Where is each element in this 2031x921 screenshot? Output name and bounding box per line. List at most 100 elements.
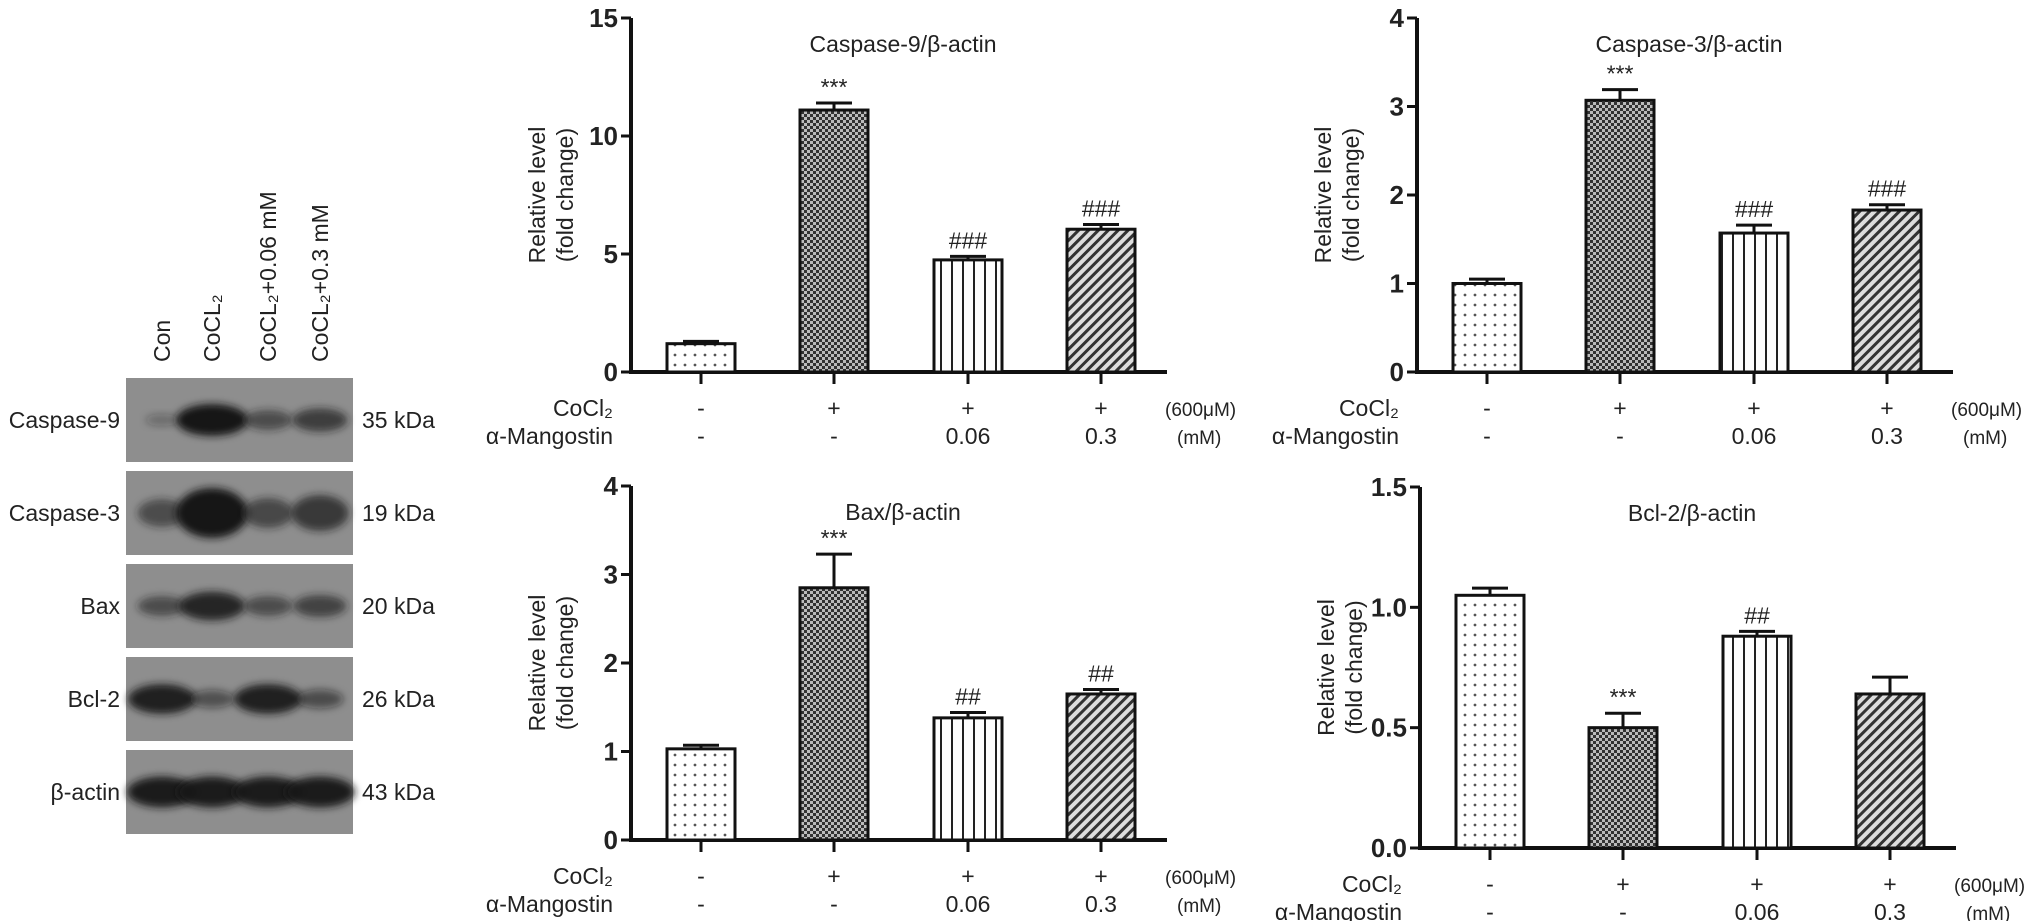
significance-label: ***: [821, 74, 848, 100]
mangostin-value: 0.3: [1871, 423, 1903, 449]
cocl2-value: +: [827, 863, 840, 889]
cocl2-value: +: [1613, 395, 1626, 421]
significance-label: ***: [821, 525, 848, 551]
significance-label: ###: [1868, 176, 1907, 202]
blot-band: [145, 414, 179, 426]
chart-title: Caspase-3/β-actin: [1595, 31, 1782, 57]
significance-label: ##: [1088, 661, 1114, 687]
cocl2-value: -: [697, 395, 705, 421]
bar-chart: Caspase-9/β-actin Relative level (fold cha…: [486, 3, 1236, 449]
cocl2-value: +: [1883, 871, 1896, 897]
mangostin-value: -: [1616, 423, 1624, 449]
cocl2-value: +: [961, 395, 974, 421]
cocl2-value: +: [1616, 871, 1629, 897]
bar-chart: Caspase-3/β-actin Relative level (fold cha…: [1272, 3, 2022, 449]
mangostin-value: -: [697, 423, 705, 449]
size-label: 43 kDa: [362, 779, 435, 805]
mangostin-value: -: [1486, 899, 1494, 921]
size-label: 26 kDa: [362, 686, 435, 712]
bar: [1454, 593, 1526, 850]
blot-band: [243, 410, 293, 430]
y-axis-label: (fold change): [552, 128, 578, 262]
y-axis-label: (fold change): [1338, 128, 1364, 262]
blot-row: Caspase-3 19 kDa: [9, 471, 435, 555]
cocl2-unit: (600μM): [1951, 400, 2022, 421]
significance-label: ##: [955, 684, 981, 710]
bar: [1584, 98, 1656, 374]
y-tick-label: 2: [604, 648, 618, 678]
mangostin-label: α-Mangostin: [486, 891, 613, 917]
bar: [1854, 692, 1926, 850]
blot-band: [285, 776, 355, 808]
cocl2-value: +: [827, 395, 840, 421]
protein-label: Caspase-3: [9, 500, 120, 526]
blot-band: [233, 776, 303, 808]
significance-label: ###: [1082, 196, 1121, 222]
bar: [932, 716, 1004, 842]
cocl2-label: CoCl₂: [1342, 871, 1402, 897]
bar: [798, 108, 870, 374]
lane-label: CoCL₂+0.06 mM: [255, 191, 281, 362]
bar: [1065, 692, 1137, 842]
bar: [1065, 227, 1137, 374]
mangostin-unit: (mM): [1966, 904, 2010, 921]
lane-label: CoCL₂: [199, 294, 225, 362]
bar: [665, 747, 737, 842]
y-tick-label: 3: [1390, 92, 1404, 122]
mangostin-value: -: [830, 891, 838, 917]
cocl2-label: CoCl₂: [553, 395, 613, 421]
bar: [1587, 726, 1659, 850]
y-tick-label: 1.5: [1371, 472, 1407, 502]
cocl2-value: +: [1747, 395, 1760, 421]
blot-band: [137, 499, 187, 527]
blot-band: [128, 684, 196, 714]
mangostin-value: -: [1619, 899, 1627, 921]
y-axis-label: Relative level: [524, 595, 550, 732]
blot-band: [293, 594, 347, 618]
mangostin-value: 0.3: [1085, 891, 1117, 917]
cocl2-label: CoCl₂: [1339, 395, 1399, 421]
blot-row: Bcl-2 26 kDa: [68, 657, 435, 741]
y-tick-label: 0.0: [1371, 833, 1407, 863]
mangostin-label: α-Mangostin: [1275, 899, 1402, 921]
mangostin-value: -: [697, 891, 705, 917]
cocl2-value: -: [697, 863, 705, 889]
lane-label: CoCL₂+0.3 mM: [307, 204, 333, 362]
cocl2-unit: (600μM): [1165, 400, 1236, 421]
y-tick-label: 1: [1390, 269, 1404, 299]
mangostin-value: 0.06: [946, 423, 991, 449]
protein-label: Bax: [80, 593, 120, 619]
cocl2-unit: (600μM): [1165, 868, 1236, 889]
western-blot: Con CoCL₂ CoCL₂+0.06 mM CoCL₂+0.3 mM Caspase…: [9, 191, 435, 834]
blot-band: [292, 408, 348, 432]
mangostin-value: -: [1483, 423, 1491, 449]
y-tick-label: 0.5: [1371, 713, 1407, 743]
blot-band: [127, 776, 197, 808]
blot-band: [291, 495, 349, 531]
mangostin-unit: (mM): [1177, 896, 1221, 917]
y-axis-label: Relative level: [1310, 127, 1336, 264]
significance-label: ###: [949, 227, 988, 253]
mangostin-label: α-Mangostin: [486, 423, 613, 449]
size-label: 35 kDa: [362, 407, 435, 433]
mangostin-label: α-Mangostin: [1272, 423, 1399, 449]
cocl2-value: +: [961, 863, 974, 889]
y-tick-label: 4: [1390, 3, 1405, 33]
bar: [798, 586, 870, 842]
blot-band: [137, 596, 187, 616]
y-tick-label: 0: [1390, 357, 1404, 387]
size-label: 20 kDa: [362, 593, 435, 619]
cocl2-value: +: [1880, 395, 1893, 421]
bar-chart: Bcl-2/β-actin Relative level (fold change)…: [1275, 472, 2025, 921]
y-axis-label: Relative level: [1313, 599, 1339, 736]
cocl2-value: +: [1094, 395, 1107, 421]
cocl2-unit: (600μM): [1954, 876, 2025, 897]
mangostin-value: 0.3: [1085, 423, 1117, 449]
lane-label: Con: [149, 320, 175, 362]
cocl2-value: +: [1094, 863, 1107, 889]
y-tick-label: 5: [604, 239, 618, 269]
blot-band: [189, 690, 235, 708]
significance-label: ***: [1610, 684, 1637, 710]
